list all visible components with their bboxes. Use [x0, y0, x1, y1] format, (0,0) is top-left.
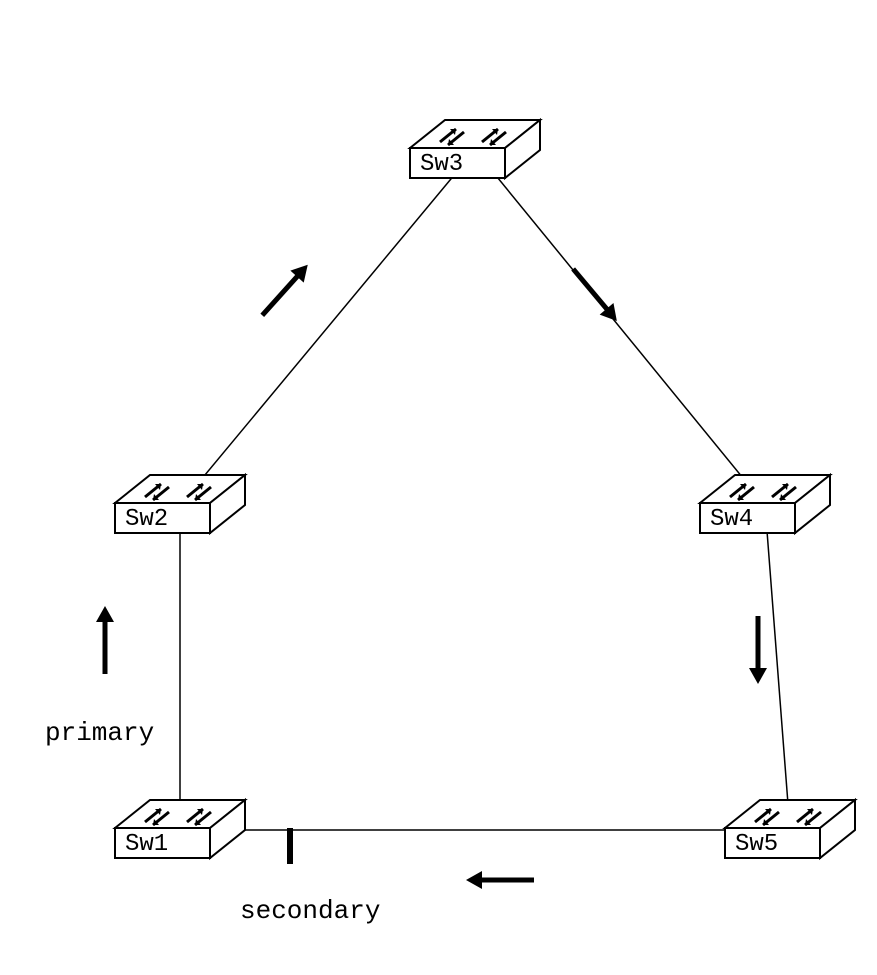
flow-arrow-icon	[566, 263, 623, 327]
switch-label: Sw5	[735, 831, 778, 858]
switch-node-sw2: Sw2	[115, 475, 245, 533]
nodes-layer: Sw1 Sw2 Sw3 Sw4 Sw5	[115, 120, 855, 858]
switch-node-sw4: Sw4	[700, 475, 830, 533]
label-secondary: secondary	[240, 896, 380, 926]
switch-label: Sw3	[420, 151, 463, 178]
flow-arrow-icon	[96, 606, 114, 674]
flow-arrow-icon	[749, 616, 767, 684]
edge-sw3-sw4	[475, 150, 765, 505]
edge-sw2-sw3	[180, 150, 475, 505]
edge-sw4-sw5	[765, 505, 790, 830]
switch-node-sw5: Sw5	[725, 800, 855, 858]
switch-label: Sw1	[125, 831, 168, 858]
switch-label: Sw2	[125, 506, 168, 533]
switch-node-sw1: Sw1	[115, 800, 245, 858]
switch-label: Sw4	[710, 506, 753, 533]
switch-node-sw3: Sw3	[410, 120, 540, 178]
flow-arrow-icon	[256, 259, 315, 322]
flow-arrow-icon	[466, 871, 534, 889]
flow-arrows-layer	[96, 259, 767, 889]
label-primary: primary	[45, 718, 154, 748]
network-diagram: Sw1 Sw2 Sw3 Sw4 Sw5 primary secondary	[0, 0, 877, 975]
edges-layer	[180, 150, 790, 864]
